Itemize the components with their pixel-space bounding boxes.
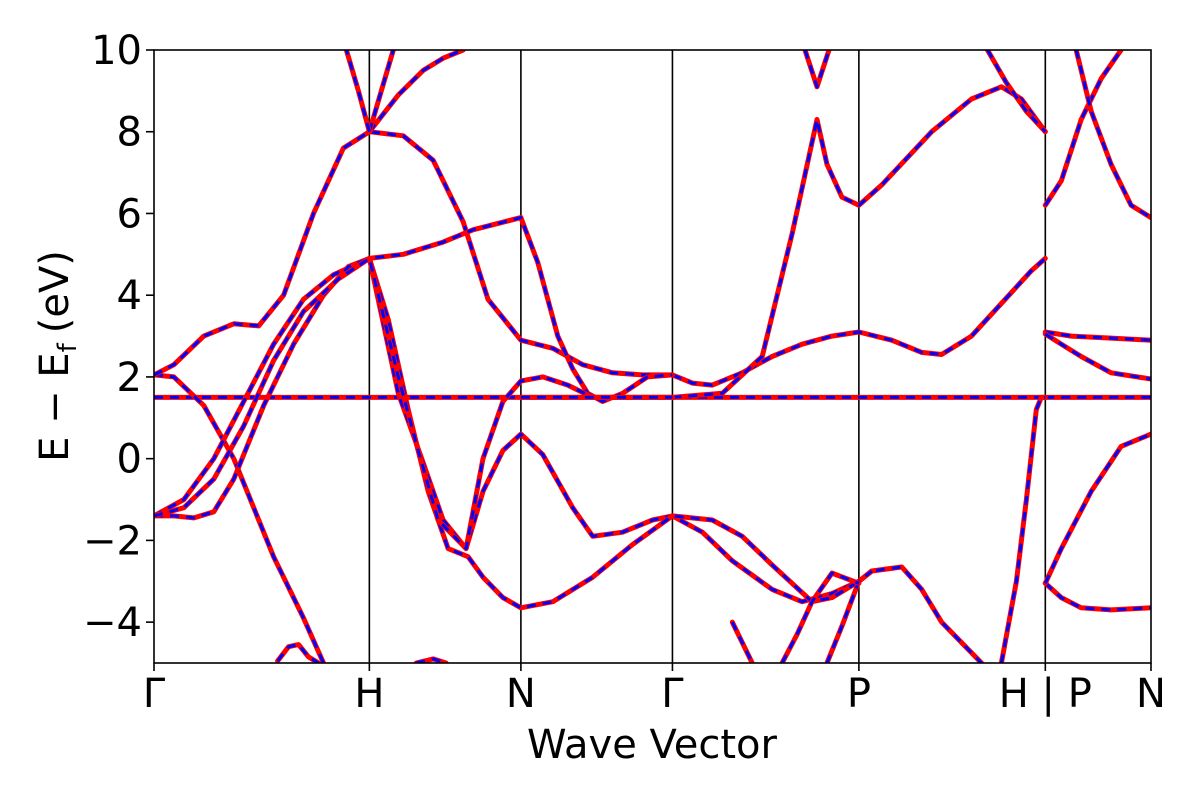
band-6-segment-3-dashed	[825, 569, 873, 663]
band-4-segment-1-dashed	[1043, 432, 1151, 584]
x-tick-label-2: N	[506, 671, 536, 717]
y-tick-label-5: 6	[117, 191, 142, 237]
x-tick-label-4: P	[847, 671, 871, 717]
band-7-segment-4-dashed	[1074, 50, 1151, 219]
band-1-segment-0-dashed	[154, 373, 325, 663]
kpoint-separators	[368, 50, 1047, 663]
band-6-segment-2-dashed	[344, 50, 371, 133]
x-tick-label-0: Γ	[143, 671, 166, 717]
band-7-segment-2-dashed	[986, 50, 1047, 133]
y-tick-label-2: 0	[117, 437, 142, 483]
y-axis-title-main: E − E	[32, 352, 78, 462]
band-6-segment-1-dashed	[367, 50, 395, 133]
y-tick-label-7: 10	[91, 28, 142, 74]
band-8-segment-0-solid	[275, 642, 321, 663]
y-tick-label-4: 4	[117, 273, 142, 319]
band-6-segment-0-dashed	[368, 50, 464, 133]
plot-frame	[153, 49, 1152, 664]
y-tick-label-1: −2	[83, 518, 142, 564]
y-axis-title-unit: (eV)	[32, 250, 78, 333]
x-axis: Γ H N Γ P H | P N	[143, 663, 1166, 717]
x-tick-label-6: N	[1136, 671, 1166, 717]
band-3-segment-1-solid	[1042, 331, 1151, 382]
band-5-segment-1-dashed	[730, 621, 754, 663]
band-7-segment-3-dashed	[1044, 50, 1123, 207]
x-axis-title: Wave Vector	[527, 722, 778, 768]
x-tick-label-1: H	[354, 671, 384, 717]
band-3-segment-0-dashed	[154, 216, 673, 518]
y-axis: −4 −2 0 2 4 6 8 10	[83, 28, 154, 646]
y-axis-title: E − Ef (eV)	[32, 250, 83, 462]
band-1-segment-2-dashed	[1044, 582, 1151, 612]
y-tick-label-6: 8	[117, 110, 142, 156]
y-tick-label-3: 2	[117, 355, 142, 401]
band-7-segment-1-dashed	[803, 50, 831, 89]
x-tick-label-5: H | P	[999, 671, 1092, 717]
band-8-segment-1-dashed	[415, 657, 447, 663]
band-2-segment-0-dashed	[154, 130, 1047, 387]
band-1-segment-1-dashed	[367, 258, 860, 604]
band-7-segment-0-dashed	[672, 85, 1047, 399]
y-axis-title-subscript: f	[53, 342, 83, 352]
x-tick-label-3: Γ	[661, 671, 684, 717]
band-9-segment-0-dashed	[999, 395, 1046, 663]
y-tick-label-0: −4	[83, 600, 142, 646]
band-2-segment-1-dashed	[1045, 330, 1151, 342]
band-5-segment-0-dashed	[154, 256, 673, 551]
plot-background	[154, 50, 1151, 663]
band-lines	[154, 50, 1151, 663]
band-6-segment-4-dashed	[780, 571, 860, 663]
